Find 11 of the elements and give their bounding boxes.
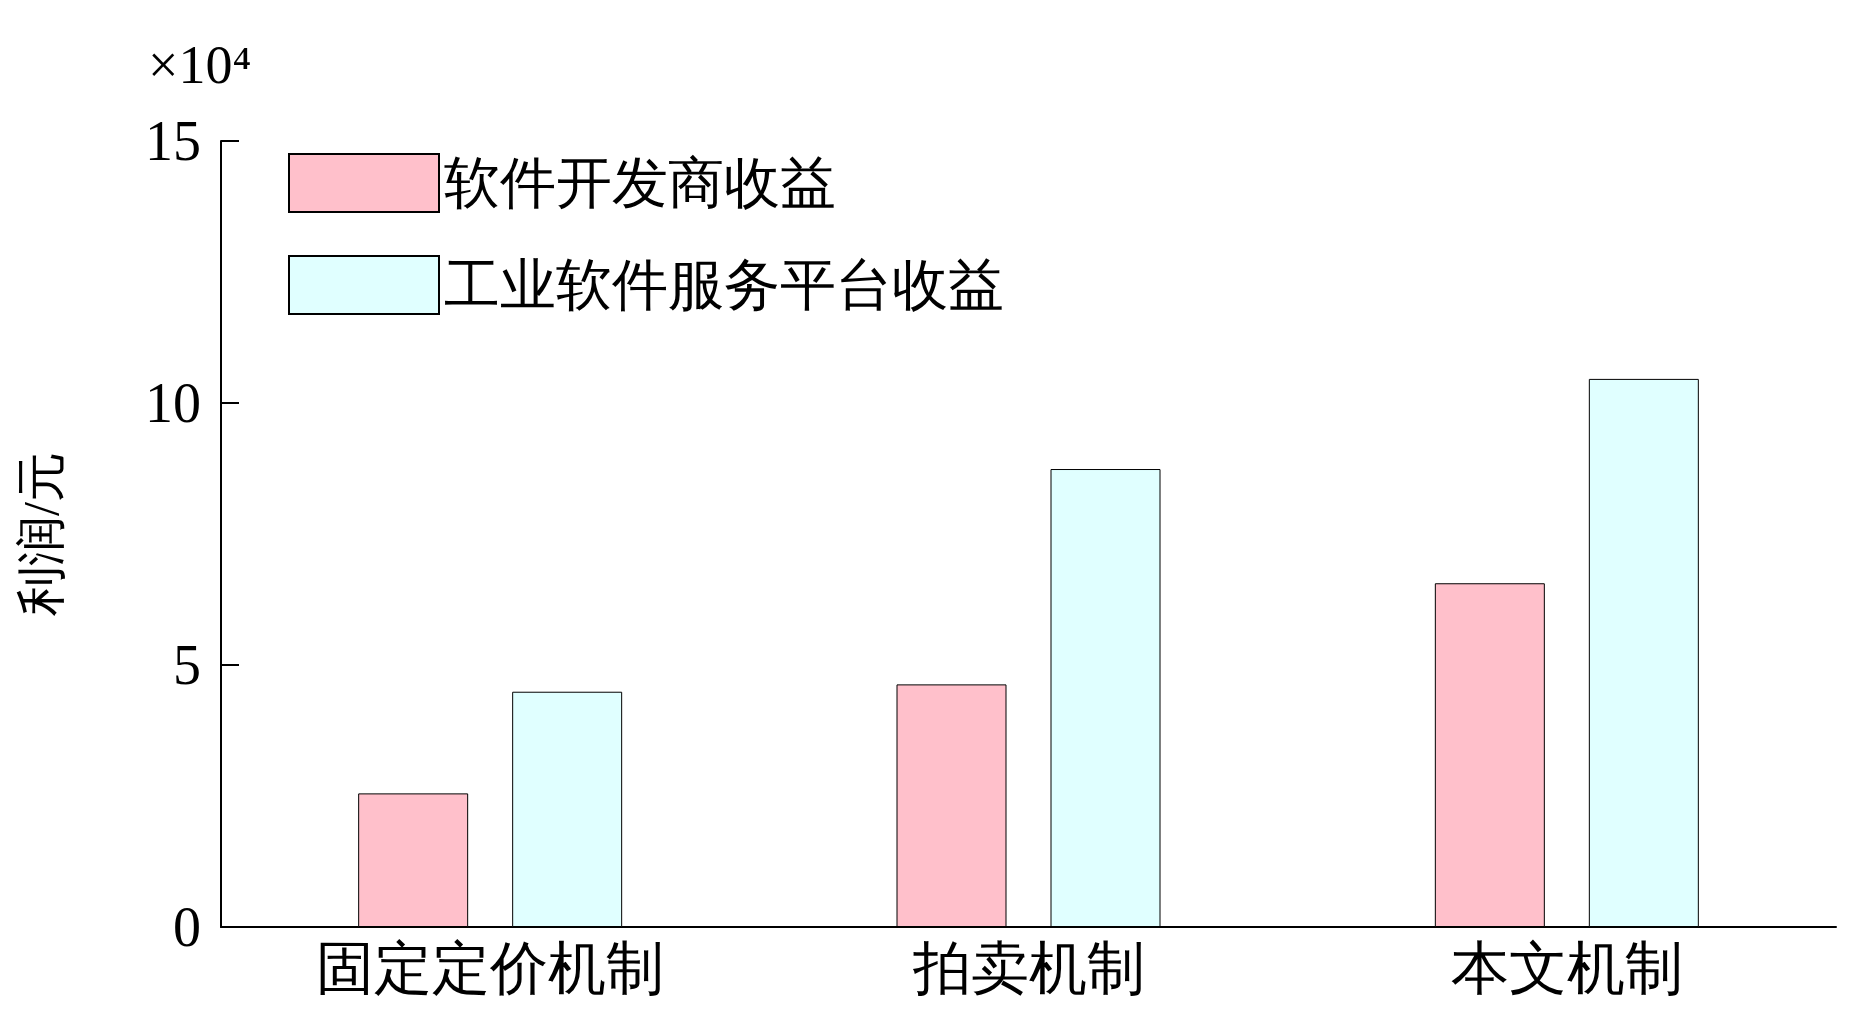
x-tick-label: 固定定价机制 [316,935,665,1001]
y-tick-label: 0 [173,896,201,958]
x-tick-label: 拍卖机制 [911,935,1145,1001]
y-axis-title: 利润/元 [13,452,69,616]
legend-label: 软件开发商收益 [444,152,836,214]
legend-label: 工业软件服务平台收益 [444,254,1004,316]
x-tick-label: 本文机制 [1450,935,1683,1001]
y-tick-label: 15 [145,110,201,172]
text: ×10⁴ [148,35,252,95]
y-tick-label: 10 [145,372,201,434]
y-tick-label: 5 [173,634,201,696]
